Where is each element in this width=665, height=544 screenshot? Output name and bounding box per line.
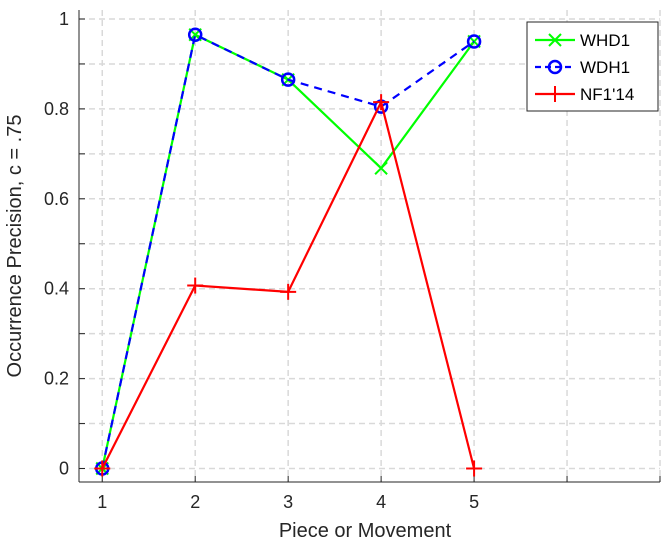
legend-item: WDH1 [535, 58, 630, 77]
legend-item: NF1'14 [535, 85, 634, 104]
x-tick-label: 4 [376, 492, 386, 512]
legend-marker [547, 59, 563, 75]
legend-label: WDH1 [580, 58, 630, 77]
series-line [101, 33, 475, 469]
y-tick-label: 1 [59, 9, 69, 29]
y-tick-label: 0.2 [44, 369, 69, 389]
data-point [466, 460, 483, 477]
legend-label: NF1'14 [580, 85, 634, 104]
tick-labels: 1 2 3 4 5 0 0.2 0.4 0.6 0.8 1 [44, 9, 479, 512]
legend-item: WHD1 [535, 31, 630, 50]
series-2 [94, 94, 483, 477]
x-tick-label: 3 [283, 492, 293, 512]
x-tick-label: 1 [97, 492, 107, 512]
data-point [280, 72, 296, 87]
legend: WHD1 WDH1 NF1'14 [526, 21, 659, 112]
data-point [373, 94, 390, 111]
axes [78, 10, 661, 483]
data-point [280, 283, 297, 300]
y-axis-label: Occurrence Precision, c = .75 [4, 115, 26, 378]
x-axis-label: Piece or Movement [279, 520, 452, 542]
data-point [374, 161, 388, 175]
x-tick-label: 5 [469, 492, 479, 512]
legend-marker [548, 33, 562, 47]
y-tick-label: 0.6 [44, 189, 69, 209]
data-point [94, 460, 111, 477]
legend-marker [547, 86, 563, 102]
data-point [187, 277, 204, 294]
data-point [466, 34, 482, 49]
data-series [94, 27, 483, 477]
y-tick-label: 0 [59, 459, 69, 479]
y-tick-label: 0.4 [44, 279, 69, 299]
y-tick-label: 0.8 [44, 99, 69, 119]
legend-label: WHD1 [580, 31, 630, 50]
data-point [187, 27, 203, 42]
x-tick-label: 2 [190, 492, 200, 512]
